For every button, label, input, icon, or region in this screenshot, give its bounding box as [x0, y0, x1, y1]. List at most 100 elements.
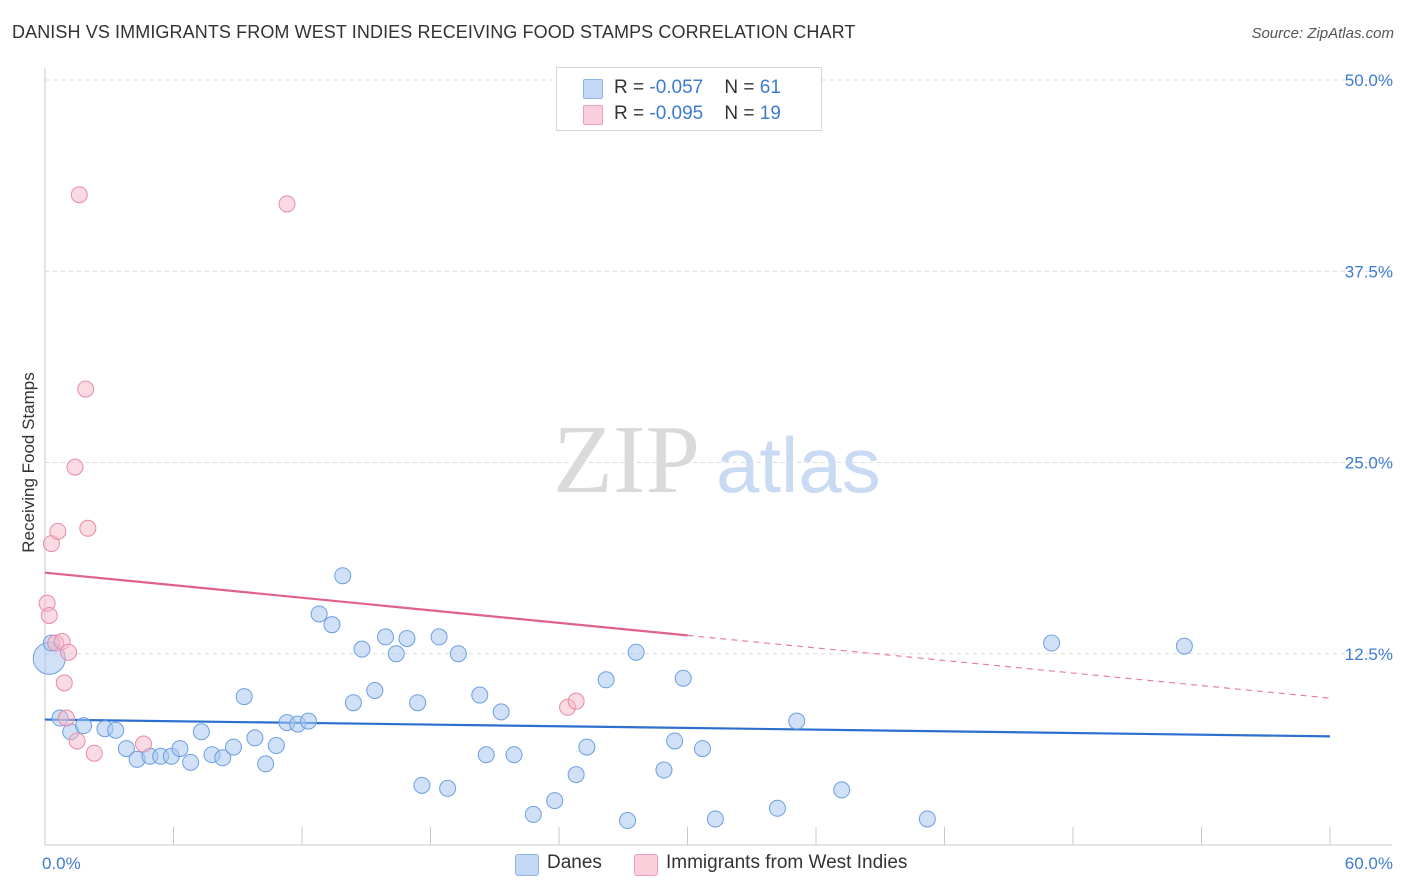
point-west-indies-16	[278, 195, 296, 213]
point-danes-46	[578, 738, 596, 756]
point-danes-21	[267, 737, 285, 755]
point-danes-39	[471, 686, 489, 704]
legend-n-label-west-indies: N =	[724, 103, 760, 124]
point-danes-12	[171, 740, 189, 758]
trendline-west-indies-extension	[687, 634, 1331, 699]
point-danes-19	[246, 729, 264, 747]
points-layer	[32, 186, 1193, 830]
point-danes-45	[567, 766, 585, 784]
watermark-zip: ZIP	[553, 406, 700, 514]
point-danes-32	[387, 645, 405, 663]
watermark: ZIP atlas	[553, 406, 881, 514]
point-danes-25	[310, 605, 328, 623]
point-danes-30	[366, 681, 384, 699]
point-danes-4	[75, 717, 93, 735]
legend-n-value-west-indies: 19	[759, 103, 781, 124]
x-tick-label-0: 0.0%	[42, 854, 81, 873]
point-danes-20	[257, 755, 275, 773]
point-danes-31	[377, 628, 395, 646]
legend-n-value-danes: 61	[759, 77, 781, 98]
point-west-indies-10	[68, 732, 86, 750]
point-danes-16	[214, 749, 232, 767]
watermark-atlas: atlas	[716, 421, 881, 509]
point-danes-56	[788, 712, 806, 730]
point-danes-34	[409, 694, 427, 712]
point-danes-42	[505, 746, 523, 764]
point-danes-24	[299, 712, 317, 730]
point-danes-44	[546, 792, 564, 810]
y-tick-label-3: 50.0%	[1345, 71, 1393, 90]
legend-r-label-west-indies: R =	[614, 103, 650, 124]
point-west-indies-13	[79, 519, 97, 537]
trendline-danes	[44, 718, 1331, 738]
point-west-indies-11	[70, 186, 88, 204]
legend-n-label-danes: N =	[724, 77, 760, 98]
point-danes-38	[449, 645, 467, 663]
point-danes-59	[1043, 634, 1061, 652]
legend-text-danes: R = -0.057 N = 61	[614, 77, 781, 99]
y-axis-title: Receiving Food Stamps	[19, 372, 38, 552]
x-tick-label-1: 60.0%	[1345, 854, 1393, 873]
point-danes-6	[107, 721, 125, 739]
point-west-indies-1	[40, 607, 58, 624]
trendline-west-indies	[44, 571, 688, 637]
label-layer: Receiving Food Stamps 12.5% 25.0% 37.5% 50.0…	[19, 71, 1393, 873]
point-danes-58	[918, 810, 936, 828]
legend-r-value-west-indies: -0.095	[649, 103, 704, 124]
point-danes-33	[398, 629, 416, 647]
point-west-indies-9	[66, 458, 84, 476]
bottom-legend-swatch-danes	[515, 854, 539, 876]
bottom-legend-label-danes: Danes	[547, 852, 602, 873]
point-danes-7	[117, 740, 135, 758]
correlation-legend: R = -0.057 N = 61 R = -0.095 N = 19	[556, 67, 822, 131]
point-danes-28	[344, 694, 362, 712]
trend-layer	[44, 571, 1331, 738]
point-danes-41	[492, 703, 510, 721]
grid-layer	[45, 79, 1390, 655]
point-danes-54	[706, 810, 724, 828]
point-west-indies-12	[77, 380, 95, 398]
point-danes-57	[833, 781, 851, 799]
point-danes-51	[666, 732, 684, 750]
point-danes-48	[619, 812, 637, 830]
point-danes-47	[597, 671, 615, 689]
bottom-legend-label-west-indies: Immigrants from West Indies	[666, 852, 908, 873]
point-west-indies-18	[567, 692, 585, 710]
point-danes-53	[693, 740, 711, 758]
y-tick-label-0: 12.5%	[1345, 645, 1393, 664]
point-danes-35	[413, 776, 431, 794]
point-west-indies-7	[57, 709, 75, 727]
point-danes-13	[182, 753, 200, 771]
legend-r-label-danes: R =	[614, 77, 650, 98]
point-west-indies-14	[85, 744, 103, 762]
legend-r-value-danes: -0.057	[649, 77, 704, 98]
point-danes-27	[334, 567, 352, 585]
point-danes-18	[235, 688, 253, 706]
point-west-indies-6	[55, 674, 73, 692]
legend-swatch-west-indies	[583, 105, 603, 125]
chart-title: DANISH VS IMMIGRANTS FROM WEST INDIES RE…	[12, 22, 856, 42]
point-danes-60	[1175, 637, 1193, 655]
point-danes-29	[353, 640, 371, 658]
point-danes-55	[768, 799, 786, 817]
bottom-legend-swatch-west-indies	[634, 854, 658, 876]
point-danes-52	[674, 669, 692, 687]
point-danes-43	[524, 805, 542, 823]
source-label: Source: ZipAtlas.com	[1251, 25, 1394, 42]
legend-text-west-indies: R = -0.095 N = 19	[614, 103, 781, 125]
point-danes-49	[627, 643, 645, 661]
point-danes-14	[192, 723, 210, 741]
point-danes-40	[477, 746, 495, 764]
point-west-indies-8	[60, 643, 78, 661]
legend-swatch-danes	[583, 79, 603, 99]
point-west-indies-4	[49, 522, 67, 540]
point-danes-26	[323, 616, 341, 634]
point-danes-17	[224, 738, 242, 756]
axis-layer	[44, 68, 1392, 846]
point-danes-50	[655, 761, 673, 779]
y-tick-label-1: 25.0%	[1345, 454, 1393, 473]
point-west-indies-15	[135, 735, 153, 753]
point-danes-37	[439, 779, 457, 797]
y-tick-label-2: 37.5%	[1345, 262, 1393, 281]
